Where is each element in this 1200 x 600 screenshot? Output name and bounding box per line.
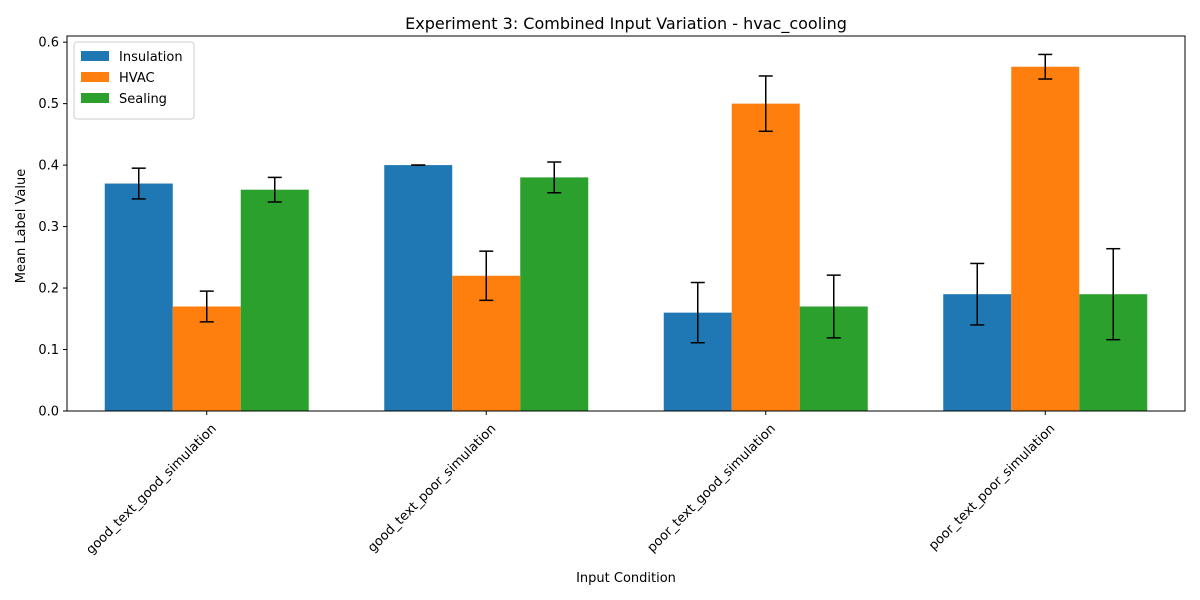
legend-swatch-sealing — [81, 93, 109, 103]
bar-hvac-0 — [172, 306, 241, 411]
y-tick-label: 0.5 — [38, 97, 59, 112]
y-tick-label: 0.2 — [38, 282, 59, 297]
plot-area-frame — [66, 35, 1186, 412]
y-tick-label: 0.6 — [38, 36, 59, 51]
y-tick-label: 0.3 — [38, 220, 59, 235]
chart-title: Experiment 3: Combined Input Variation -… — [405, 14, 847, 34]
bar-insulation-1 — [384, 165, 453, 411]
bar-sealing-0 — [240, 189, 309, 411]
legend-label-insulation: Insulation — [119, 50, 183, 65]
x-tick-label: good_text_good_simulation — [84, 421, 220, 557]
x-tick-label: good_text_poor_simulation — [365, 421, 499, 555]
error-bars-layer — [131, 53, 1121, 344]
y-tick-label: 0.1 — [38, 343, 59, 358]
legend-label-sealing: Sealing — [119, 92, 167, 107]
x-tick-label: poor_text_poor_simulation — [926, 421, 1058, 553]
legend-swatch-hvac — [81, 72, 109, 82]
bar-insulation-0 — [104, 183, 173, 411]
x-axis-ticks: good_text_good_simulation good_text_poor_… — [84, 411, 1058, 558]
legend: Insulation HVAC Sealing — [73, 41, 195, 120]
bars-layer — [104, 66, 1148, 411]
bar-hvac-3 — [1011, 66, 1080, 411]
bar-sealing-1 — [520, 177, 589, 411]
y-tick-label: 0.0 — [38, 405, 59, 420]
legend-label-hvac: HVAC — [119, 71, 155, 86]
bar-hvac-2 — [731, 103, 800, 411]
y-axis-ticks: 0.0 0.1 0.2 0.3 0.4 0.5 0.6 — [38, 36, 67, 420]
y-axis-label: Mean Label Value — [14, 169, 29, 283]
y-tick-label: 0.4 — [38, 159, 59, 174]
x-axis-label: Input Condition — [576, 571, 676, 586]
x-tick-label: poor_text_good_simulation — [645, 421, 779, 555]
legend-swatch-insulation — [81, 51, 109, 61]
